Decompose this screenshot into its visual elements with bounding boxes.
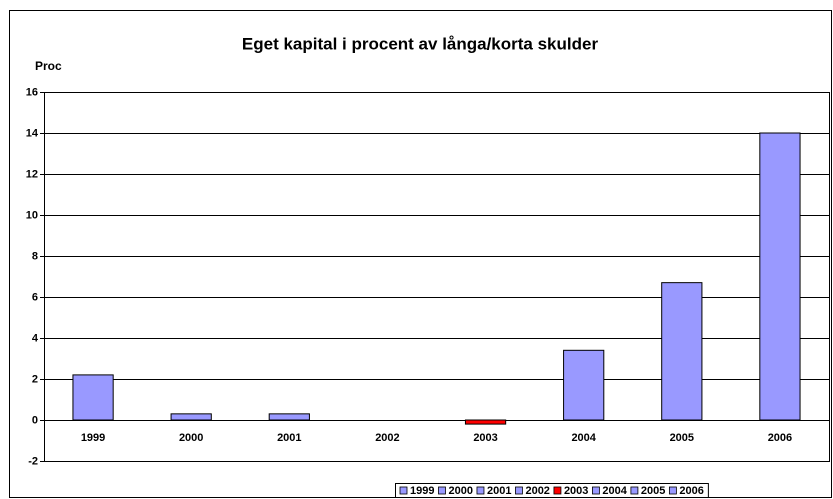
bar bbox=[759, 132, 801, 421]
legend-swatch bbox=[668, 486, 677, 495]
y-tick-label: 8 bbox=[32, 250, 38, 262]
legend-swatch bbox=[399, 486, 408, 495]
y-tick-label: 10 bbox=[26, 209, 38, 221]
y-tick-label: 16 bbox=[26, 86, 38, 98]
y-tick-label: 2 bbox=[32, 373, 38, 385]
y-tick-label: 6 bbox=[32, 291, 38, 303]
plot-border bbox=[44, 92, 830, 462]
legend-label: 2001 bbox=[487, 485, 511, 497]
legend-swatch bbox=[553, 486, 562, 495]
legend-label: 2003 bbox=[564, 485, 588, 497]
bar bbox=[464, 419, 507, 425]
chart-title: Eget kapital i procent av långa/korta sk… bbox=[242, 34, 599, 53]
x-tick-label: 2003 bbox=[473, 432, 497, 444]
legend-swatch bbox=[592, 486, 600, 495]
legend-swatch bbox=[476, 486, 485, 495]
y-axis-label: Proc bbox=[35, 59, 62, 73]
legend-label: 2000 bbox=[448, 485, 472, 497]
bar bbox=[563, 349, 605, 421]
y-tick-label: 14 bbox=[26, 127, 39, 139]
legend-label: 2002 bbox=[525, 485, 549, 497]
legend-label: 1999 bbox=[410, 485, 434, 497]
y-tick-label: 0 bbox=[32, 414, 38, 426]
bar bbox=[72, 374, 114, 421]
x-tick-label: 2002 bbox=[375, 432, 399, 444]
legend-label: 2004 bbox=[602, 485, 627, 497]
chart-border bbox=[9, 10, 832, 498]
bar bbox=[268, 413, 310, 421]
legend-swatch bbox=[438, 486, 446, 495]
x-tick-label: 2005 bbox=[670, 432, 694, 444]
legend-swatch bbox=[630, 486, 639, 495]
legend-label: 2006 bbox=[679, 485, 703, 497]
y-tick-label: 4 bbox=[32, 332, 39, 344]
x-tick-label: 1999 bbox=[81, 432, 105, 444]
y-tick-label: 12 bbox=[26, 168, 38, 180]
x-tick-label: 2004 bbox=[571, 432, 596, 444]
legend-box bbox=[395, 483, 709, 498]
bar bbox=[170, 413, 212, 421]
x-tick-label: 2000 bbox=[179, 432, 203, 444]
legend-label: 2005 bbox=[641, 485, 665, 497]
x-tick-label: 2001 bbox=[277, 432, 301, 444]
bar bbox=[661, 282, 703, 421]
legend-swatch bbox=[515, 486, 523, 495]
y-tick-label: -2 bbox=[28, 455, 38, 467]
x-tick-label: 2006 bbox=[768, 432, 792, 444]
